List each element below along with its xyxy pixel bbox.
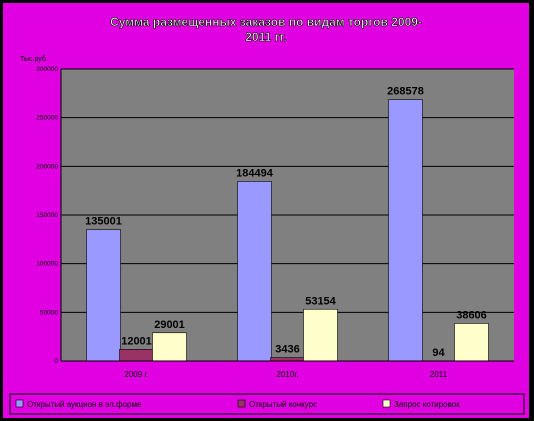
bar xyxy=(152,332,187,362)
y-tick-labels: 0 50000 100000 150000 200000 250000 300000 xyxy=(36,66,58,365)
chart-title-line-1: Сумма размещенных заказов по видам торго… xyxy=(110,15,422,29)
x-tick-label: 2009 г. xyxy=(124,370,148,379)
legend-swatch xyxy=(382,399,391,408)
y-tick-label: 250000 xyxy=(36,115,58,122)
value-label: 268578 xyxy=(387,86,424,98)
x-tick-label: 2011 xyxy=(430,370,448,379)
value-label: 184494 xyxy=(236,167,274,179)
x-tick-labels: 2009 г. 2010г. 2011 xyxy=(124,370,447,379)
value-label: 3436 xyxy=(275,344,299,356)
x-tick-label: 2010г. xyxy=(277,370,299,379)
value-label: 135001 xyxy=(85,216,122,228)
bar xyxy=(119,349,154,362)
legend-swatch xyxy=(237,399,246,408)
value-label: 38606 xyxy=(456,309,487,321)
y-tick-label: 150000 xyxy=(36,212,58,219)
bar xyxy=(237,181,272,362)
value-label: 53154 xyxy=(305,295,336,307)
legend-swatch xyxy=(15,399,24,408)
gridlines xyxy=(61,68,514,313)
bar xyxy=(388,99,423,362)
y-tick-label: 100000 xyxy=(36,261,58,268)
bar xyxy=(86,229,121,362)
y-tick-label: 50000 xyxy=(40,309,58,316)
value-label: 29001 xyxy=(154,319,185,331)
bar xyxy=(303,308,338,362)
legend: Открытый аукцион в эл.форме Открытый конк… xyxy=(15,399,460,409)
y-tick-label: 0 xyxy=(54,358,58,365)
legend-label: Открытый аукцион в эл.форме xyxy=(27,400,142,409)
y-axis-unit-label: Тыс.руб. xyxy=(20,55,48,63)
legend-label: Открытый конкурс xyxy=(249,400,317,409)
y-tick-label: 300000 xyxy=(36,66,58,73)
bar xyxy=(454,323,489,362)
value-label: 94 xyxy=(432,347,445,359)
chart-title-line-2: 2011 гг. xyxy=(245,30,287,44)
legend-label: Запрос котировок xyxy=(394,400,460,409)
value-label: 12001 xyxy=(121,335,152,347)
bar xyxy=(270,357,305,362)
legend-box xyxy=(9,393,525,415)
y-tick-label: 200000 xyxy=(36,163,58,170)
bars xyxy=(86,99,489,362)
